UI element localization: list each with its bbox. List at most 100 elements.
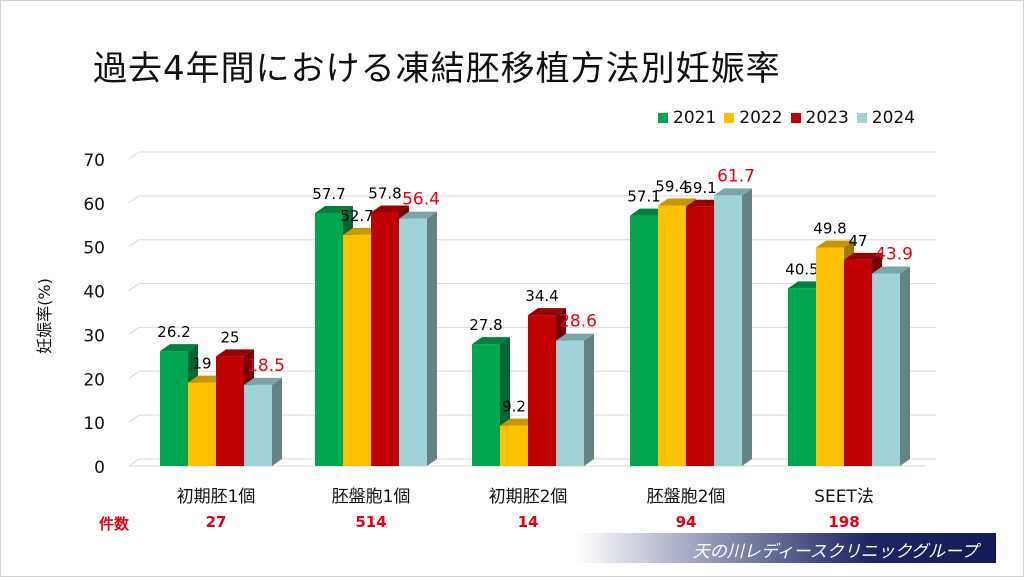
bar xyxy=(630,215,658,466)
gridline-depth xyxy=(128,283,140,291)
data-label: 47 xyxy=(848,232,867,250)
legend-label: 2021 xyxy=(673,108,717,128)
gridline-depth xyxy=(128,370,140,379)
bar xyxy=(788,288,816,466)
bar-side xyxy=(900,266,910,466)
data-label: 25 xyxy=(220,328,239,346)
bar-top xyxy=(472,337,510,345)
bar xyxy=(160,351,188,466)
bar xyxy=(872,273,900,466)
count-row: 件数 27 514 14 94 198 xyxy=(1,513,1023,535)
data-label: 28.6 xyxy=(559,312,597,332)
bar xyxy=(658,205,686,466)
bar xyxy=(500,425,528,466)
y-tick-label: 50 xyxy=(83,239,105,259)
bar-top xyxy=(371,205,409,213)
bar-top xyxy=(399,211,437,219)
x-tick-label: 初期胚2個 xyxy=(489,487,568,507)
bar-top xyxy=(528,308,566,316)
legend-swatch xyxy=(658,113,668,123)
clinic-name: 天の川レディースクリニックグループ xyxy=(692,542,978,562)
bar-top xyxy=(244,377,282,385)
data-label: 52.7 xyxy=(340,207,373,225)
bar xyxy=(472,344,500,466)
data-label: 57.8 xyxy=(368,185,401,203)
y-tick-label: 70 xyxy=(83,151,105,171)
y-tick-label: 0 xyxy=(94,458,105,478)
data-label: 61.7 xyxy=(717,166,755,186)
gridline-depth xyxy=(128,151,140,160)
gridline-depth xyxy=(128,195,140,204)
data-label: 34.4 xyxy=(525,287,558,305)
y-tick-label: 60 xyxy=(83,195,105,215)
bar-top xyxy=(872,266,910,274)
count-value: 514 xyxy=(355,513,387,531)
count-value: 27 xyxy=(205,513,227,531)
bar xyxy=(188,382,216,466)
data-label: 27.8 xyxy=(469,316,502,334)
legend-label: 2023 xyxy=(805,108,849,128)
bar-side xyxy=(584,333,594,466)
data-label: 57.7 xyxy=(312,185,345,203)
x-tick-label: SEET法 xyxy=(814,487,874,507)
gridline-depth xyxy=(128,239,140,248)
bar xyxy=(714,195,742,466)
bar xyxy=(399,218,427,466)
bar xyxy=(844,259,872,466)
data-label: 26.2 xyxy=(157,323,190,341)
bar-top xyxy=(556,333,594,341)
y-tick-label: 40 xyxy=(83,283,105,303)
count-value: 94 xyxy=(675,513,697,531)
bar xyxy=(816,247,844,466)
bar-side xyxy=(427,211,437,466)
legend-swatch xyxy=(856,113,867,123)
y-tick-label: 10 xyxy=(83,414,105,434)
bar xyxy=(244,384,272,466)
bar xyxy=(528,315,556,466)
legend-item-2023: 2023 xyxy=(790,108,849,128)
bar xyxy=(686,206,714,466)
legend-item-2024: 2024 xyxy=(856,108,916,128)
count-label: 件数 xyxy=(99,515,130,533)
chart-title: 過去4年間における凍結胚移植方法別妊娠率 xyxy=(93,49,781,89)
bar xyxy=(343,234,371,466)
legend-item-2021: 2021 xyxy=(658,108,716,128)
count-value: 14 xyxy=(517,513,539,531)
bar xyxy=(216,356,244,466)
bar-top xyxy=(714,188,752,196)
data-label: 18.5 xyxy=(247,356,285,376)
legend-label: 2022 xyxy=(739,108,783,128)
bar xyxy=(371,212,399,466)
count-value: 198 xyxy=(828,513,860,531)
x-tick-label: 胚盤胞1個 xyxy=(332,487,411,507)
y-tick-label: 20 xyxy=(83,370,105,390)
bar xyxy=(315,212,343,466)
gridline-depth xyxy=(128,414,140,423)
bar-top xyxy=(216,349,254,357)
legend: 2021 2022 2023 2024 xyxy=(658,108,915,128)
gridline-depth xyxy=(128,458,140,467)
bar xyxy=(556,340,584,466)
data-label: 43.9 xyxy=(875,244,913,264)
bar-side xyxy=(272,377,282,466)
legend-item-2022: 2022 xyxy=(724,108,783,128)
y-tick-label: 30 xyxy=(83,326,105,346)
data-label: 56.4 xyxy=(402,190,440,210)
data-label: 49.8 xyxy=(813,220,846,238)
data-label: 59.1 xyxy=(683,179,716,197)
bar-top xyxy=(315,205,353,213)
data-label: 19 xyxy=(192,355,211,373)
bar-side xyxy=(742,188,752,466)
data-label: 57.1 xyxy=(627,188,660,206)
bar-top xyxy=(160,344,198,352)
gridline-depth xyxy=(128,327,140,335)
bar-top xyxy=(658,198,696,206)
x-tick-label: 胚盤胞2個 xyxy=(647,487,726,507)
footer-banner: 天の川レディースクリニックグループ xyxy=(576,533,996,563)
legend-swatch xyxy=(790,113,801,123)
data-label: 9.2 xyxy=(502,398,526,416)
legend-label: 2024 xyxy=(871,108,916,128)
legend-swatch xyxy=(724,113,735,123)
